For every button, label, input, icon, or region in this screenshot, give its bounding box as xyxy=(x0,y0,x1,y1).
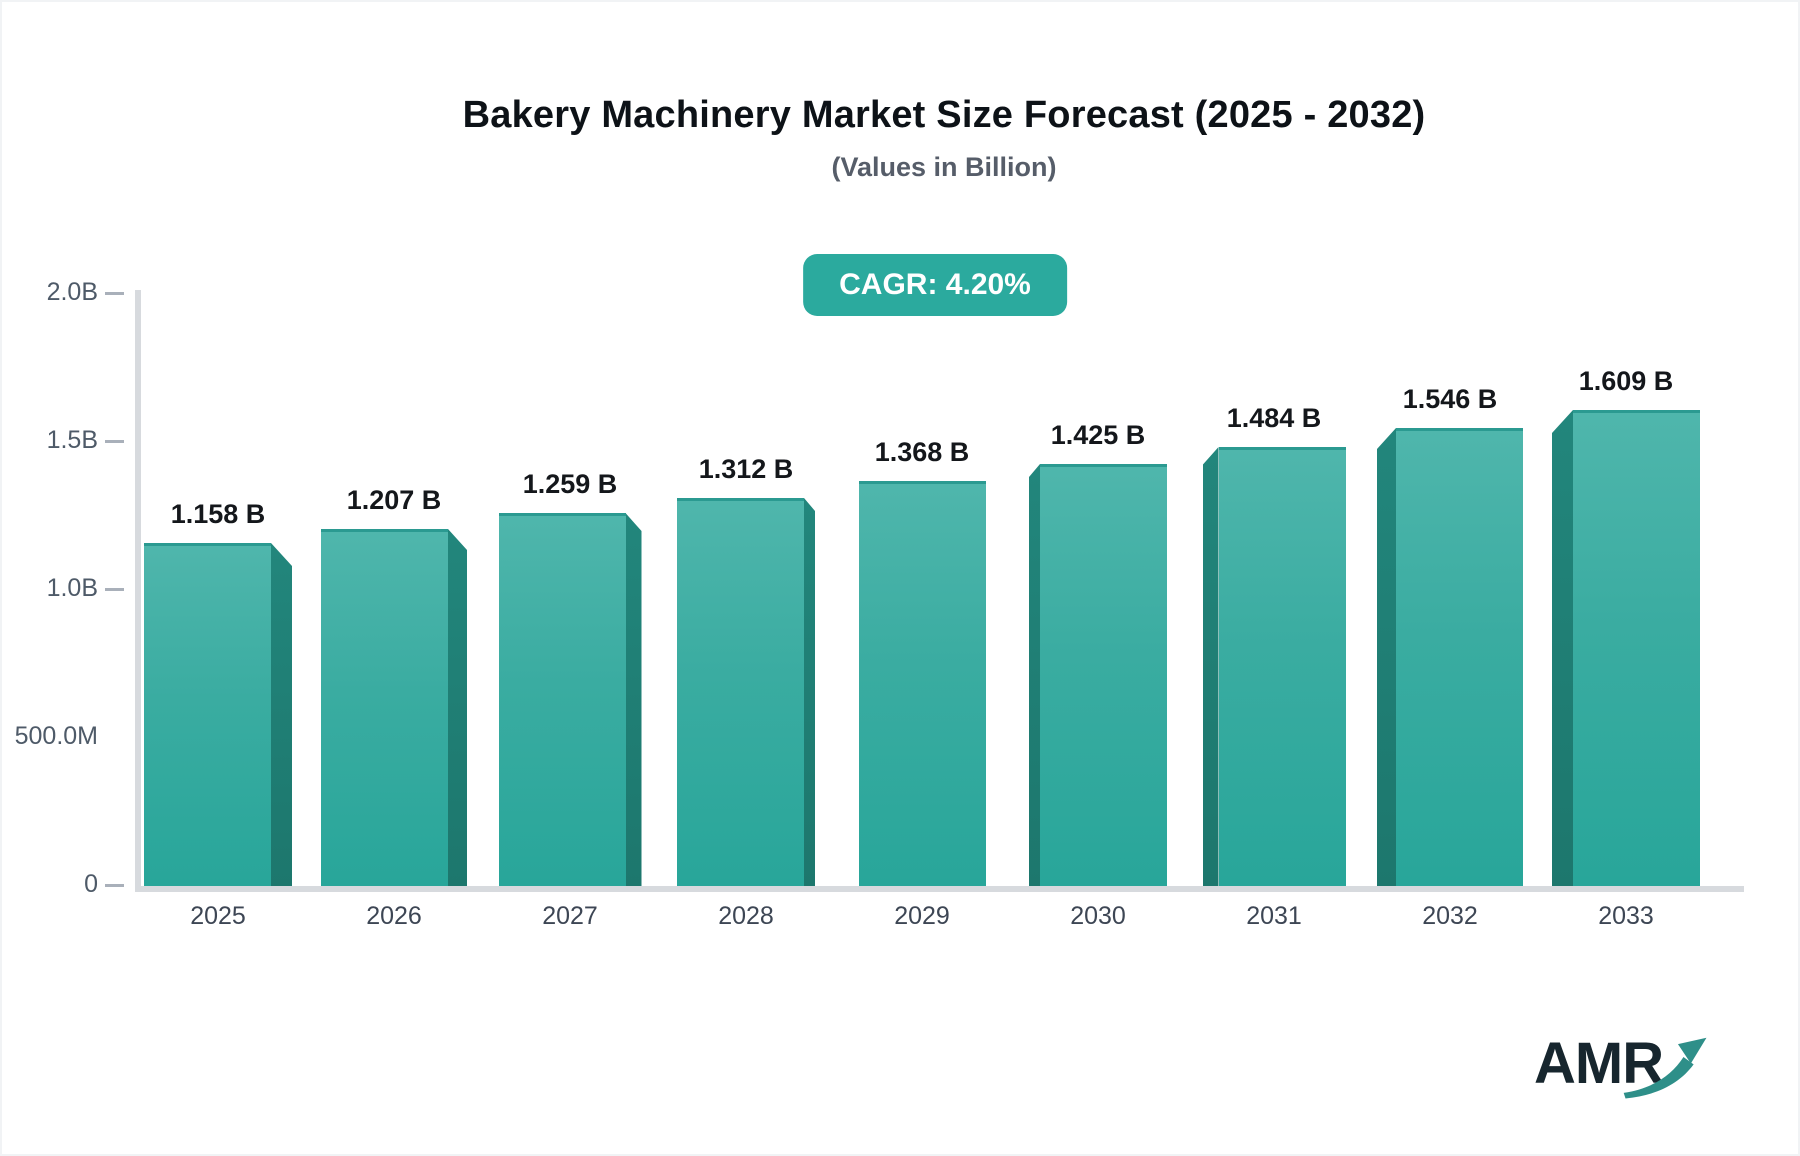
bar-front-face xyxy=(858,481,986,886)
x-tick-label: 2025 xyxy=(190,902,246,930)
x-tick-label: 2026 xyxy=(366,902,422,930)
y-tick-label: 0 xyxy=(84,870,98,898)
y-tick-mark xyxy=(105,588,124,591)
growth-arrow-icon xyxy=(1623,1037,1707,1099)
chart-subtitle: (Values in Billion) xyxy=(831,152,1057,182)
x-tick-label: 2032 xyxy=(1422,902,1478,930)
bar-value-label: 1.425 B xyxy=(1050,420,1146,450)
x-tick-label: 2029 xyxy=(894,902,950,930)
y-tick-label: 1.0B xyxy=(46,574,98,602)
bar-2029 xyxy=(858,481,986,886)
bar-3d-side-face xyxy=(271,543,292,886)
bar-value-label: 1.368 B xyxy=(874,437,970,467)
bar-value-label: 1.312 B xyxy=(698,454,794,484)
y-tick-label: 500.0M xyxy=(14,722,98,750)
bar-3d-side-face xyxy=(1029,464,1040,886)
x-tick-label: 2031 xyxy=(1246,902,1302,930)
bar-value-label: 1.609 B xyxy=(1578,366,1674,396)
bar-front-face xyxy=(1573,410,1700,886)
bar-front-face xyxy=(1218,447,1346,886)
bar-value-label: 1.484 B xyxy=(1226,403,1322,433)
bar-front-face xyxy=(1040,464,1167,886)
y-tick-mark xyxy=(105,440,124,443)
bar-3d-side-face xyxy=(1377,428,1396,886)
amr-logo-text: AMR xyxy=(1534,1031,1664,1096)
x-tick-label: 2027 xyxy=(542,902,598,930)
bar-3d-side-face xyxy=(625,513,642,886)
bar-3d-side-face xyxy=(1202,447,1219,886)
chart-title: Bakery Machinery Market Size Forecast (2… xyxy=(462,94,1426,136)
bar-3d-side-face xyxy=(804,498,815,886)
bar-front-face xyxy=(321,529,448,886)
bar-front-face xyxy=(677,498,804,886)
bar-2025 xyxy=(144,543,292,886)
bar-2032 xyxy=(1377,428,1523,886)
amr-logo: AMR xyxy=(1534,1030,1744,1130)
y-tick-label: 2.0B xyxy=(46,278,98,306)
bar-3d-side-face xyxy=(1552,410,1573,886)
bar-2027 xyxy=(498,513,642,886)
bar-front-face xyxy=(1396,428,1523,886)
x-tick-label: 2028 xyxy=(718,902,774,930)
bar-2028 xyxy=(677,498,815,886)
bar-2033 xyxy=(1552,410,1700,886)
cagr-badge: CAGR: 4.20% xyxy=(803,254,1067,316)
bar-value-label: 1.546 B xyxy=(1402,384,1498,414)
bar-value-label: 1.158 B xyxy=(170,499,266,529)
bar-2031 xyxy=(1202,447,1346,886)
y-tick-label: 1.5B xyxy=(46,426,98,454)
bar-front-face xyxy=(498,513,626,886)
bar-2030 xyxy=(1029,464,1167,886)
bar-3d-side-face xyxy=(448,529,467,886)
x-axis-line xyxy=(135,886,1744,892)
y-tick-mark xyxy=(105,292,124,295)
bar-value-label: 1.259 B xyxy=(522,469,618,499)
x-tick-label: 2033 xyxy=(1598,902,1654,930)
bar-2026 xyxy=(321,529,467,886)
y-axis-line xyxy=(135,290,141,890)
y-tick-mark xyxy=(105,884,124,887)
x-tick-label: 2030 xyxy=(1070,902,1126,930)
bar-front-face xyxy=(144,543,271,886)
bar-value-label: 1.207 B xyxy=(346,485,442,515)
